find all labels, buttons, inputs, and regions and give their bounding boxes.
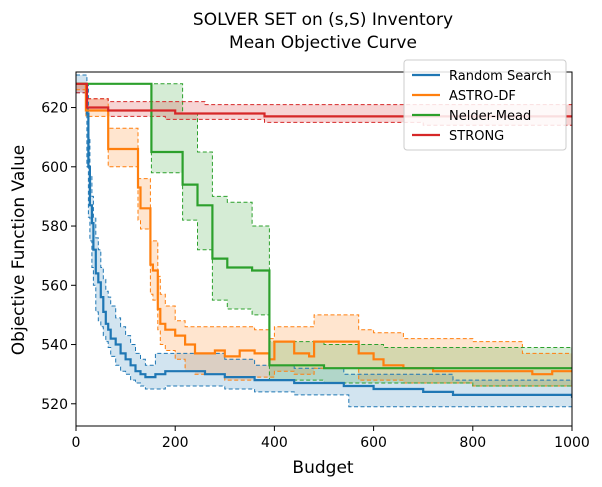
x-axis-label: Budget — [292, 458, 353, 478]
mean-line-series-3 — [76, 82, 572, 118]
legend-label-2: Nelder-Mead — [449, 109, 531, 124]
legend-label-1: ASTRO-DF — [449, 89, 516, 104]
x-axis-ticks: 0 200 400 600 800 1000 — [72, 426, 590, 451]
y-tick-label: 540 — [41, 338, 68, 354]
y-axis-label: Objective Function Value — [9, 145, 29, 355]
y-tick-label: 620 — [41, 101, 68, 117]
upper-bound-series-0 — [76, 74, 572, 383]
legend-label-3: STRONG — [449, 129, 504, 144]
plot-frame — [75, 71, 573, 427]
band-series-0 — [76, 75, 572, 407]
x-tick-label: 0 — [72, 435, 81, 451]
y-tick-label: 600 — [41, 160, 68, 176]
y-tick-label: 520 — [41, 397, 68, 413]
y-axis-ticks: 520 540 560 580 600 620 — [41, 101, 76, 413]
lower-bound-series-0 — [76, 92, 572, 408]
mean-curves — [76, 82, 572, 398]
y-tick-label: 580 — [41, 219, 68, 235]
lower-bound-series-1 — [76, 89, 572, 387]
mean-line-series-0 — [76, 82, 572, 398]
chart-title-line-1: SOLVER SET on (s,S) Inventory — [193, 10, 453, 30]
y-tick-label: 560 — [41, 278, 68, 294]
x-tick-label: 600 — [360, 435, 387, 451]
chart-title-line-2: Mean Objective Curve — [229, 33, 417, 53]
upper-bound-series-3 — [76, 83, 572, 108]
legend-box — [403, 59, 567, 151]
x-tick-label: 1000 — [554, 435, 590, 451]
chart-title: SOLVER SET on (s,S) Inventory Mean Objec… — [193, 10, 453, 53]
upper-bound-series-1 — [76, 83, 572, 354]
band-series-2 — [76, 83, 572, 387]
mean-line-series-2 — [76, 82, 572, 370]
x-tick-label: 200 — [162, 435, 189, 451]
x-tick-label: 400 — [261, 435, 288, 451]
upper-bound-series-2 — [76, 83, 572, 348]
band-series-1 — [76, 83, 572, 387]
legend-label-0: Random Search — [449, 69, 552, 84]
x-tick-label: 800 — [459, 435, 486, 451]
lower-bound-series-2 — [76, 83, 572, 387]
mean-line-series-1 — [76, 82, 572, 376]
legend: Random Search ASTRO-DF Nelder-Mead STRONG — [403, 59, 567, 151]
